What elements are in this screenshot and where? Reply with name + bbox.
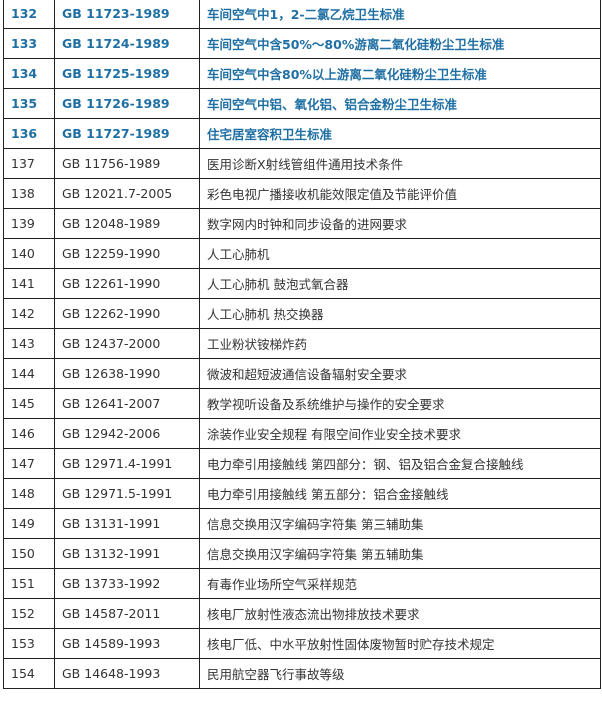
table-row: 152 GB 14587-2011 核电厂放射性液态流出物排放技术要求 <box>3 598 601 629</box>
standard-title: 数字网内时钟和同步设备的进网要求 <box>199 208 601 239</box>
standard-title[interactable]: 车间空气中1，2-二氯乙烷卫生标准 <box>199 0 601 29</box>
standard-title: 人工心肺机 鼓泡式氧合器 <box>199 268 601 299</box>
standard-title: 信息交换用汉字编码字符集 第三辅助集 <box>199 508 601 539</box>
standard-code: GB 13131-1991 <box>54 508 200 539</box>
standard-code: GB 12437-2000 <box>54 328 200 359</box>
standard-code: GB 14587-2011 <box>54 598 200 629</box>
standard-title: 彩色电视广播接收机能效限定值及节能评价值 <box>199 178 601 209</box>
standard-code: GB 12638-1990 <box>54 358 200 389</box>
row-number: 138 <box>3 178 55 209</box>
standard-title: 人工心肺机 热交换器 <box>199 298 601 329</box>
row-number: 135 <box>3 88 55 119</box>
row-number: 154 <box>3 658 55 689</box>
standard-title: 信息交换用汉字编码字符集 第五辅助集 <box>199 538 601 569</box>
row-number: 142 <box>3 298 55 329</box>
table-row: 150 GB 13132-1991 信息交换用汉字编码字符集 第五辅助集 <box>3 538 601 569</box>
table-row: 139 GB 12048-1989 数字网内时钟和同步设备的进网要求 <box>3 208 601 239</box>
row-number: 152 <box>3 598 55 629</box>
standard-code: GB 12261-1990 <box>54 268 200 299</box>
standard-title: 核电厂放射性液态流出物排放技术要求 <box>199 598 601 629</box>
standard-code: GB 11723-1989 <box>54 0 200 29</box>
standard-title: 电力牵引用接触线 第五部分：铝合金接触线 <box>199 478 601 509</box>
standards-table: 132 GB 11723-1989 车间空气中1，2-二氯乙烷卫生标准 133 GB 1… <box>3 0 601 689</box>
table-row: 149 GB 13131-1991 信息交换用汉字编码字符集 第三辅助集 <box>3 508 601 539</box>
standard-title: 医用诊断X射线管组件通用技术条件 <box>199 148 601 179</box>
standard-title[interactable]: 车间空气中含80%以上游离二氧化硅粉尘卫生标准 <box>199 58 601 89</box>
table-row: 132 GB 11723-1989 车间空气中1，2-二氯乙烷卫生标准 <box>3 0 601 29</box>
standard-code: GB 14648-1993 <box>54 658 200 689</box>
standard-code: GB 13733-1992 <box>54 568 200 599</box>
standard-code: GB 12971.5-1991 <box>54 478 200 509</box>
standard-code: GB 11725-1989 <box>54 58 200 89</box>
row-number: 150 <box>3 538 55 569</box>
standard-code: GB 11756-1989 <box>54 148 200 179</box>
standard-title: 电力牵引用接触线 第四部分：钢、铝及铝合金复合接触线 <box>199 448 601 479</box>
table-row: 143 GB 12437-2000 工业粉状铵梯炸药 <box>3 328 601 359</box>
row-number: 134 <box>3 58 55 89</box>
row-number: 148 <box>3 478 55 509</box>
row-number: 149 <box>3 508 55 539</box>
row-number: 137 <box>3 148 55 179</box>
standard-code: GB 12259-1990 <box>54 238 200 269</box>
table-row: 147 GB 12971.4-1991 电力牵引用接触线 第四部分：钢、铝及铝合金复… <box>3 448 601 479</box>
standard-code: GB 12942-2006 <box>54 418 200 449</box>
row-number: 151 <box>3 568 55 599</box>
standard-code: GB 11724-1989 <box>54 28 200 59</box>
standard-title: 有毒作业场所空气采样规范 <box>199 568 601 599</box>
standard-title: 教学视听设备及系统维护与操作的安全要求 <box>199 388 601 419</box>
row-number: 133 <box>3 28 55 59</box>
table-row: 142 GB 12262-1990 人工心肺机 热交换器 <box>3 298 601 329</box>
standard-code: GB 14589-1993 <box>54 628 200 659</box>
row-number: 140 <box>3 238 55 269</box>
row-number: 132 <box>3 0 55 29</box>
table-row: 141 GB 12261-1990 人工心肺机 鼓泡式氧合器 <box>3 268 601 299</box>
table-row: 153 GB 14589-1993 核电厂低、中水平放射性固体废物暂时贮存技术规定 <box>3 628 601 659</box>
standard-title: 人工心肺机 <box>199 238 601 269</box>
standard-title[interactable]: 车间空气中含50%～80%游离二氧化硅粉尘卫生标准 <box>199 28 601 59</box>
table-row: 137 GB 11756-1989 医用诊断X射线管组件通用技术条件 <box>3 148 601 179</box>
row-number: 136 <box>3 118 55 149</box>
standard-title[interactable]: 住宅居室容积卫生标准 <box>199 118 601 149</box>
standard-title: 民用航空器飞行事故等级 <box>199 658 601 689</box>
row-number: 141 <box>3 268 55 299</box>
table-row: 133 GB 11724-1989 车间空气中含50%～80%游离二氧化硅粉尘卫生标… <box>3 28 601 59</box>
standard-title: 微波和超短波通信设备辐射安全要求 <box>199 358 601 389</box>
standard-code: GB 12971.4-1991 <box>54 448 200 479</box>
standard-title: 核电厂低、中水平放射性固体废物暂时贮存技术规定 <box>199 628 601 659</box>
standards-table-body: 132 GB 11723-1989 车间空气中1，2-二氯乙烷卫生标准 133 GB 1… <box>3 0 601 689</box>
standard-code: GB 13132-1991 <box>54 538 200 569</box>
row-number: 144 <box>3 358 55 389</box>
table-row: 145 GB 12641-2007 教学视听设备及系统维护与操作的安全要求 <box>3 388 601 419</box>
table-row: 146 GB 12942-2006 涂装作业安全规程 有限空间作业安全技术要求 <box>3 418 601 449</box>
row-number: 143 <box>3 328 55 359</box>
table-row: 134 GB 11725-1989 车间空气中含80%以上游离二氧化硅粉尘卫生标准 <box>3 58 601 89</box>
row-number: 146 <box>3 418 55 449</box>
table-row: 135 GB 11726-1989 车间空气中铝、氧化铝、铝合金粉尘卫生标准 <box>3 88 601 119</box>
standard-title[interactable]: 车间空气中铝、氧化铝、铝合金粉尘卫生标准 <box>199 88 601 119</box>
table-row: 151 GB 13733-1992 有毒作业场所空气采样规范 <box>3 568 601 599</box>
standard-code: GB 12641-2007 <box>54 388 200 419</box>
standard-title: 工业粉状铵梯炸药 <box>199 328 601 359</box>
table-row: 138 GB 12021.7-2005 彩色电视广播接收机能效限定值及节能评价值 <box>3 178 601 209</box>
standard-code: GB 12021.7-2005 <box>54 178 200 209</box>
standard-code: GB 12262-1990 <box>54 298 200 329</box>
row-number: 153 <box>3 628 55 659</box>
row-number: 139 <box>3 208 55 239</box>
table-row: 144 GB 12638-1990 微波和超短波通信设备辐射安全要求 <box>3 358 601 389</box>
table-row: 154 GB 14648-1993 民用航空器飞行事故等级 <box>3 658 601 689</box>
standard-code: GB 11726-1989 <box>54 88 200 119</box>
row-number: 145 <box>3 388 55 419</box>
table-row: 148 GB 12971.5-1991 电力牵引用接触线 第五部分：铝合金接触线 <box>3 478 601 509</box>
row-number: 147 <box>3 448 55 479</box>
standard-code: GB 11727-1989 <box>54 118 200 149</box>
standard-code: GB 12048-1989 <box>54 208 200 239</box>
table-row: 140 GB 12259-1990 人工心肺机 <box>3 238 601 269</box>
table-row: 136 GB 11727-1989 住宅居室容积卫生标准 <box>3 118 601 149</box>
standard-title: 涂装作业安全规程 有限空间作业安全技术要求 <box>199 418 601 449</box>
